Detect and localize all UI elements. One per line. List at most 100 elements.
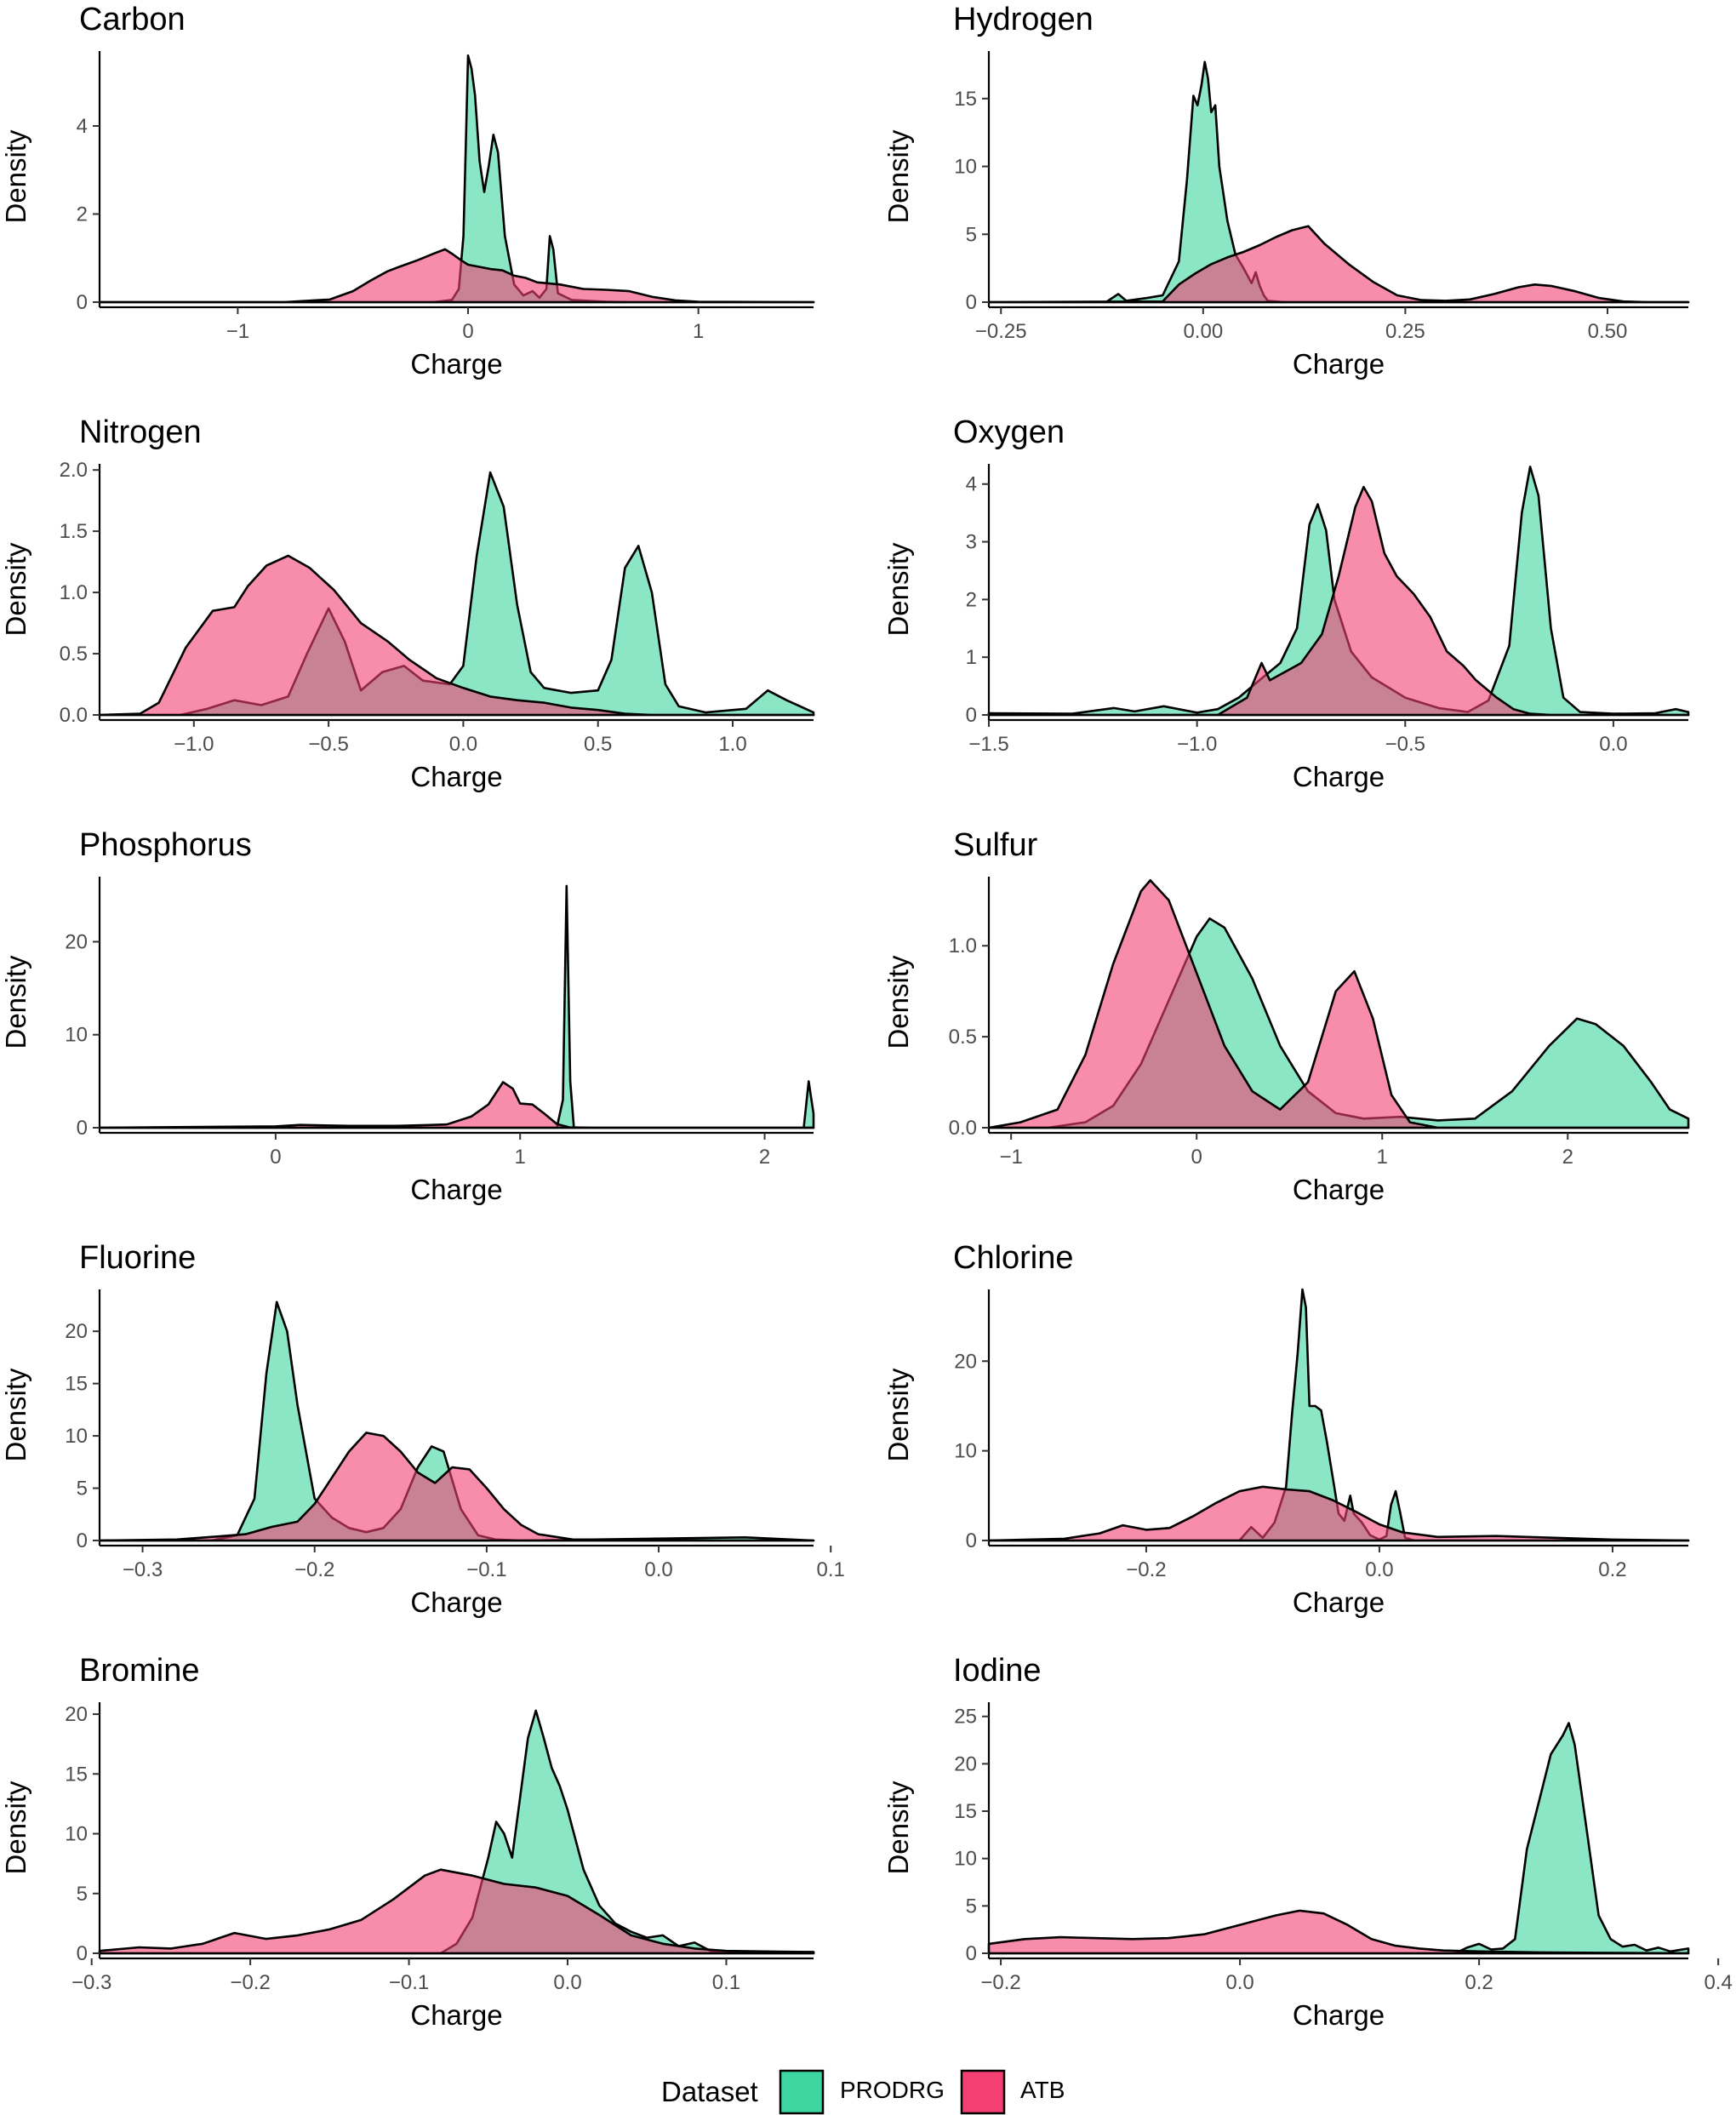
chart-chlorine-title: Chlorine [953,1240,1074,1276]
chart-sulfur-x-label: Charge [1293,1174,1385,1205]
chart-carbon-xtick-label: 1 [693,320,704,343]
chart-oxygen-ytick-label: 3 [966,531,977,554]
chart-oxygen-y-label: Density [882,542,914,637]
chart-fluorine-ytick-label: 15 [65,1373,88,1396]
chart-oxygen-x-label: Charge [1293,761,1385,792]
chart-hydrogen-ytick-label: 15 [954,88,977,111]
chart-fluorine-area-atb [98,1432,815,1542]
legend-title: Dataset [661,2076,758,2107]
chart-sulfur-ytick-label: 0.0 [949,1117,977,1140]
chart-carbon-areas [98,54,815,304]
chart-bromine-x-label: Charge [410,1999,502,2031]
chart-phosphorus-xtick-label: 1 [515,1146,526,1169]
chart-phosphorus-xtick-label: 2 [759,1146,770,1169]
chart-iodine-ytick-label: 5 [966,1895,977,1918]
chart-oxygen-ytick-label: 4 [966,473,977,496]
chart-iodine-areas [987,1722,1690,1955]
chart-bromine-xtick-label: −0.3 [71,1971,111,1994]
chart-iodine-area-atb [987,1909,1690,1955]
chart-fluorine-xtick-label: 0.0 [644,1558,672,1581]
chart-chlorine-y-label: Density [882,1368,914,1462]
chart-oxygen-xtick-label: 0.0 [1599,733,1627,756]
chart-nitrogen-xtick-label: −0.5 [308,733,348,756]
chart-nitrogen-xtick-label: 1.0 [718,733,746,756]
chart-oxygen-xtick-label: −0.5 [1385,733,1425,756]
chart-sulfur-xtick-label: 2 [1562,1146,1573,1169]
chart-iodine-xtick-label: 0.0 [1225,1971,1253,1994]
chart-fluorine-y-label: Density [0,1368,31,1462]
chart-nitrogen-title: Nitrogen [79,414,202,450]
chart-iodine-title: Iodine [953,1653,1042,1689]
chart-oxygen: Oxygen 0 1 2 3 4 −1.5 −1.0 −0.5 0.0 Charge Density [882,414,1690,792]
chart-oxygen-title: Oxygen [953,414,1065,450]
chart-iodine-ytick-label: 25 [954,1706,977,1729]
chart-sulfur-areas [987,879,1690,1129]
chart-chlorine-xtick-label: 0.0 [1365,1558,1393,1581]
legend-label-atb: ATB [1020,2077,1065,2103]
chart-chlorine-xtick-label: 0.2 [1598,1558,1626,1581]
chart-sulfur-area-atb [987,879,1690,1129]
chart-carbon-y-label: Density [0,129,31,224]
chart-hydrogen-x-label: Charge [1293,348,1385,380]
chart-oxygen-xtick-label: −1.5 [968,733,1008,756]
chart-carbon-ytick-label: 0 [77,291,88,314]
chart-phosphorus-title: Phosphorus [79,827,252,863]
chart-fluorine: Fluorine 0 5 10 15 20 −0.3 −0.2 −0.1 0.0 0.1 Charge… [0,1240,845,1618]
chart-nitrogen-ytick-label: 0.5 [60,643,88,666]
chart-phosphorus-y-label: Density [0,955,31,1049]
chart-fluorine-ytick-label: 10 [65,1425,88,1448]
chart-chlorine-xtick-label: −0.2 [1126,1558,1166,1581]
chart-nitrogen-x-label: Charge [410,761,502,792]
chart-hydrogen-areas [987,60,1690,304]
chart-iodine-xtick-label: 0.2 [1465,1971,1493,1994]
chart-hydrogen: Hydrogen 0 5 10 15 −0.25 0.00 0.25 0.50 Charge Den… [882,2,1690,380]
chart-sulfur-y-label: Density [882,955,914,1049]
chart-bromine-area-atb [98,1868,815,1955]
chart-carbon-area-atb [98,248,815,304]
chart-hydrogen-area-atb [987,225,1690,304]
chart-hydrogen-ytick-label: 0 [966,291,977,314]
chart-nitrogen-y-label: Density [0,542,31,637]
chart-nitrogen-ytick-label: 1.5 [60,520,88,543]
chart-hydrogen-ytick-label: 5 [966,223,977,246]
chart-chlorine-ytick-label: 10 [954,1440,977,1463]
chart-bromine-ytick-label: 10 [65,1823,88,1846]
chart-nitrogen-xtick-label: 0.0 [449,733,477,756]
chart-iodine-xtick-label: 0.4 [1704,1971,1732,1994]
chart-bromine-areas [98,1709,815,1955]
chart-phosphorus-xtick-label: 0 [270,1146,281,1169]
chart-fluorine-xtick-label: −0.2 [294,1558,334,1581]
chart-iodine-y-label: Density [882,1781,914,1875]
chart-iodine-ytick-label: 0 [966,1942,977,1965]
chart-iodine: Iodine 0 5 10 15 20 25 −0.2 0.0 0.2 0.4 Charge Densi… [882,1653,1733,2031]
chart-bromine-xtick-label: −0.1 [389,1971,429,1994]
chart-fluorine-title: Fluorine [79,1240,196,1276]
chart-sulfur: Sulfur 0.0 0.5 1.0 −1 0 1 2 Charge Density [882,827,1690,1205]
chart-fluorine-ytick-label: 20 [65,1320,88,1343]
chart-hydrogen-y-label: Density [882,129,914,224]
chart-oxygen-area-atb [987,485,1690,717]
chart-nitrogen-area-atb [98,554,815,717]
legend-label-prodrg: PRODRG [840,2077,945,2103]
chart-iodine-x-label: Charge [1293,1999,1385,2031]
chart-fluorine-xtick-label: −0.3 [123,1558,163,1581]
chart-fluorine-xtick-label: 0.1 [817,1558,845,1581]
chart-phosphorus-area-prodrg [98,884,815,1129]
chart-carbon-ytick-label: 2 [77,203,88,226]
chart-carbon-ytick-label: 4 [77,115,88,138]
chart-nitrogen-areas [98,471,815,717]
chart-sulfur-ytick-label: 0.5 [949,1026,977,1049]
chart-nitrogen-xtick-label: 0.5 [584,733,612,756]
chart-carbon-xtick-label: 0 [462,320,473,343]
chart-bromine-ytick-label: 0 [77,1942,88,1965]
chart-bromine: Bromine 0 5 10 15 20 −0.3 −0.2 −0.1 0.0 0.1 Charge D… [0,1653,815,2031]
chart-nitrogen: Nitrogen 0.0 0.5 1.0 1.5 2.0 −1.0 −0.5 0.0 0.5 1.0… [0,414,815,792]
chart-sulfur-xtick-label: −1 [999,1146,1022,1169]
chart-chlorine-x-label: Charge [1293,1586,1385,1618]
chart-chlorine-ytick-label: 20 [954,1350,977,1373]
chart-chlorine-area-atb [987,1485,1690,1542]
chart-bromine-y-label: Density [0,1781,31,1875]
chart-phosphorus-x-label: Charge [410,1174,502,1205]
chart-bromine-xtick-label: 0.0 [553,1971,581,1994]
chart-sulfur-xtick-label: 0 [1191,1146,1202,1169]
